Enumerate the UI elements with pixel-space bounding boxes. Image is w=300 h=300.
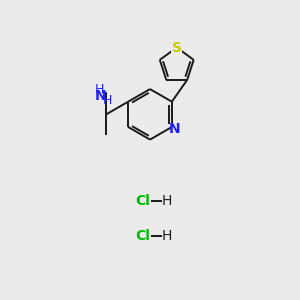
Text: S: S: [172, 40, 182, 55]
Text: Cl: Cl: [135, 229, 150, 243]
Text: N: N: [168, 122, 180, 136]
Text: H: H: [161, 194, 172, 208]
Text: Cl: Cl: [135, 194, 150, 208]
Text: H: H: [103, 94, 112, 107]
Text: H: H: [95, 82, 104, 96]
Text: N: N: [95, 88, 107, 103]
Text: H: H: [161, 229, 172, 243]
